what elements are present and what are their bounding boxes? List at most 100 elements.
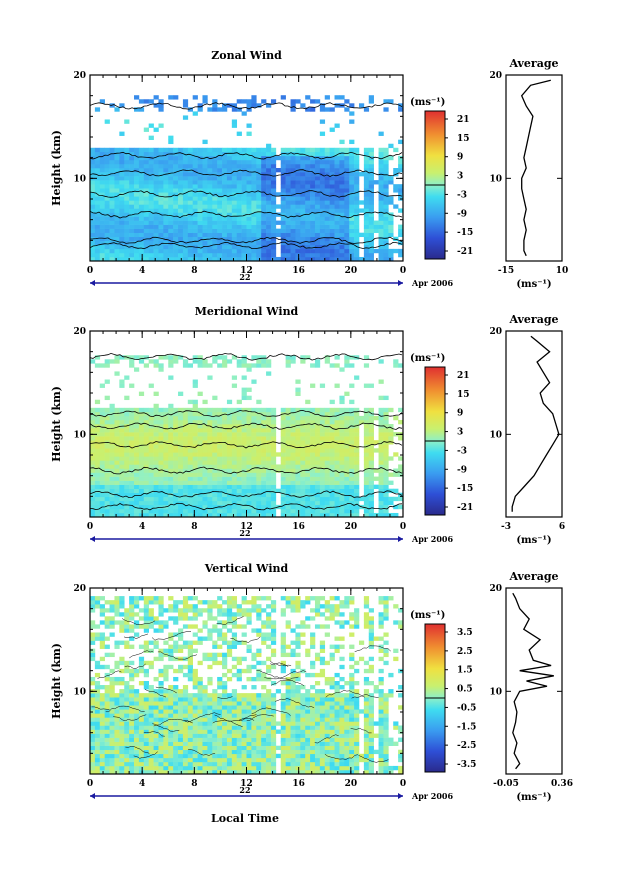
heatmap-cell	[139, 424, 144, 428]
heatmap-cell	[207, 172, 212, 176]
heatmap-cell	[383, 448, 388, 452]
y-axis-title: Height (km)	[50, 130, 63, 206]
heatmap-cell	[251, 253, 256, 257]
heatmap-cell	[90, 241, 95, 245]
heatmap-cell	[320, 497, 325, 501]
heatmap-cell	[129, 616, 134, 620]
heatmap-cell	[158, 493, 163, 497]
heatmap-cell	[207, 233, 212, 237]
heatmap-cell	[266, 489, 271, 493]
heatmap-cell	[295, 456, 300, 460]
heatmap-cell	[315, 221, 320, 225]
heatmap-cell	[305, 180, 310, 184]
heatmap-cell	[300, 103, 305, 107]
heatmap-cell	[158, 604, 163, 608]
heatmap-cell	[379, 188, 384, 192]
heatmap-cell	[100, 501, 105, 505]
heatmap-cell	[227, 184, 232, 188]
heatmap-cell	[193, 497, 198, 501]
heatmap-cell	[173, 456, 178, 460]
heatmap-cell	[168, 604, 173, 608]
heatmap-cell	[183, 176, 188, 180]
heatmap-cell	[232, 233, 237, 237]
heatmap-cell	[110, 693, 115, 697]
heatmap-cell	[310, 452, 315, 456]
heatmap-cell	[90, 501, 95, 505]
heatmap-cell	[379, 233, 384, 237]
heatmap-cell	[325, 229, 330, 233]
heatmap-cell	[364, 184, 369, 188]
heatmap-cell	[295, 221, 300, 225]
heatmap-cell	[202, 408, 207, 412]
heatmap-cell	[247, 253, 252, 257]
heatmap-cell	[310, 180, 315, 184]
heatmap-cell	[90, 229, 95, 233]
heatmap-cell	[247, 192, 252, 196]
heatmap-cell	[90, 758, 95, 762]
heatmap-cell	[173, 440, 178, 444]
heatmap-cell	[119, 600, 124, 604]
heatmap-cell	[281, 148, 286, 152]
heatmap-cell	[193, 649, 198, 653]
heatmap-cell	[114, 738, 119, 742]
heatmap-cell	[369, 464, 374, 468]
heatmap-cell	[354, 233, 359, 237]
heatmap-cell	[393, 452, 398, 456]
heatmap-cell	[202, 730, 207, 734]
heatmap-cell	[232, 420, 237, 424]
heatmap-cell	[212, 762, 217, 766]
heatmap-cell	[330, 509, 335, 513]
heatmap-cell	[100, 509, 105, 513]
heatmap-cell	[217, 456, 222, 460]
heatmap-cell	[158, 208, 163, 212]
heatmap-cell	[339, 456, 344, 460]
heatmap-cell	[222, 200, 227, 204]
heatmap-cell	[198, 448, 203, 452]
heatmap-cell	[251, 596, 256, 600]
heatmap-cell	[134, 164, 139, 168]
heatmap-cell	[364, 221, 369, 225]
heatmap-cell	[335, 148, 340, 152]
heatmap-cell	[198, 485, 203, 489]
heatmap-cell	[335, 420, 340, 424]
heatmap-cell	[217, 604, 222, 608]
heatmap-cell	[193, 701, 198, 705]
heatmap-cell	[207, 408, 212, 412]
heatmap-cell	[114, 436, 119, 440]
heatmap-cell	[344, 180, 349, 184]
heatmap-cell	[202, 416, 207, 420]
heatmap-cell	[188, 750, 193, 754]
heatmap-cell	[90, 632, 95, 636]
heatmap-cell	[315, 152, 320, 156]
heatmap-cell	[237, 489, 242, 493]
heatmap-cell	[335, 124, 340, 128]
heatmap-cell	[256, 505, 261, 509]
heatmap-cell	[217, 229, 222, 233]
heatmap-cell	[349, 460, 354, 464]
heatmap-cell	[256, 180, 261, 184]
heatmap-cell	[168, 168, 173, 172]
heatmap-cell	[110, 653, 115, 657]
heatmap-cell	[207, 152, 212, 156]
heatmap-cell	[207, 616, 212, 620]
heatmap-cell	[193, 730, 198, 734]
heatmap-cell	[202, 485, 207, 489]
heatmap-cell	[129, 477, 134, 481]
heatmap-cell	[315, 208, 320, 212]
heatmap-cell	[188, 424, 193, 428]
heatmap-cell	[207, 184, 212, 188]
heatmap-cell	[193, 709, 198, 713]
heatmap-cell	[119, 456, 124, 460]
heatmap-cell	[237, 164, 242, 168]
heatmap-cell	[261, 448, 266, 452]
heatmap-cell	[149, 685, 154, 689]
heatmap-cell	[105, 164, 110, 168]
heatmap-cell	[178, 746, 183, 750]
heatmap-cell	[105, 233, 110, 237]
heatmap-cell	[178, 208, 183, 212]
heatmap-cell	[178, 725, 183, 729]
heatmap-cell	[100, 730, 105, 734]
heatmap-cell	[247, 746, 252, 750]
heatmap-cell	[354, 456, 359, 460]
heatmap-cell	[188, 624, 193, 628]
